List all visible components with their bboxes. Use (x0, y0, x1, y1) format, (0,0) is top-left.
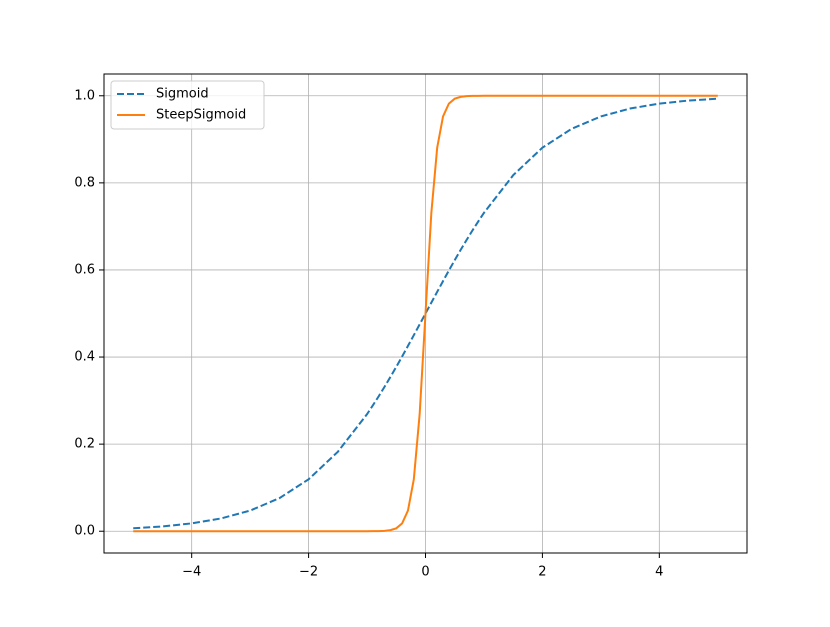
y-tick-label: 0.8 (74, 175, 95, 190)
x-tick-label: 2 (538, 565, 546, 580)
x-tick-label: 4 (655, 565, 663, 580)
legend-box (110, 80, 265, 130)
y-tick-label: 0.6 (74, 262, 95, 277)
legend-label: SteepSigmoid (156, 108, 246, 123)
y-tick-label: 0.4 (74, 350, 95, 365)
series-line (133, 97, 718, 530)
x-tick-label: −2 (299, 565, 318, 580)
y-tick-label: 0.0 (74, 524, 95, 539)
series-line (133, 94, 718, 533)
legend-label: Sigmoid (156, 87, 209, 102)
x-tick-label: −4 (182, 565, 201, 580)
x-tick-label: 0 (421, 565, 429, 580)
y-tick-label: 1.0 (74, 88, 95, 103)
y-tick-label: 0.2 (74, 437, 95, 452)
plot-frame (103, 73, 748, 554)
legend: Sigmoid SteepSigmoid (110, 80, 265, 130)
